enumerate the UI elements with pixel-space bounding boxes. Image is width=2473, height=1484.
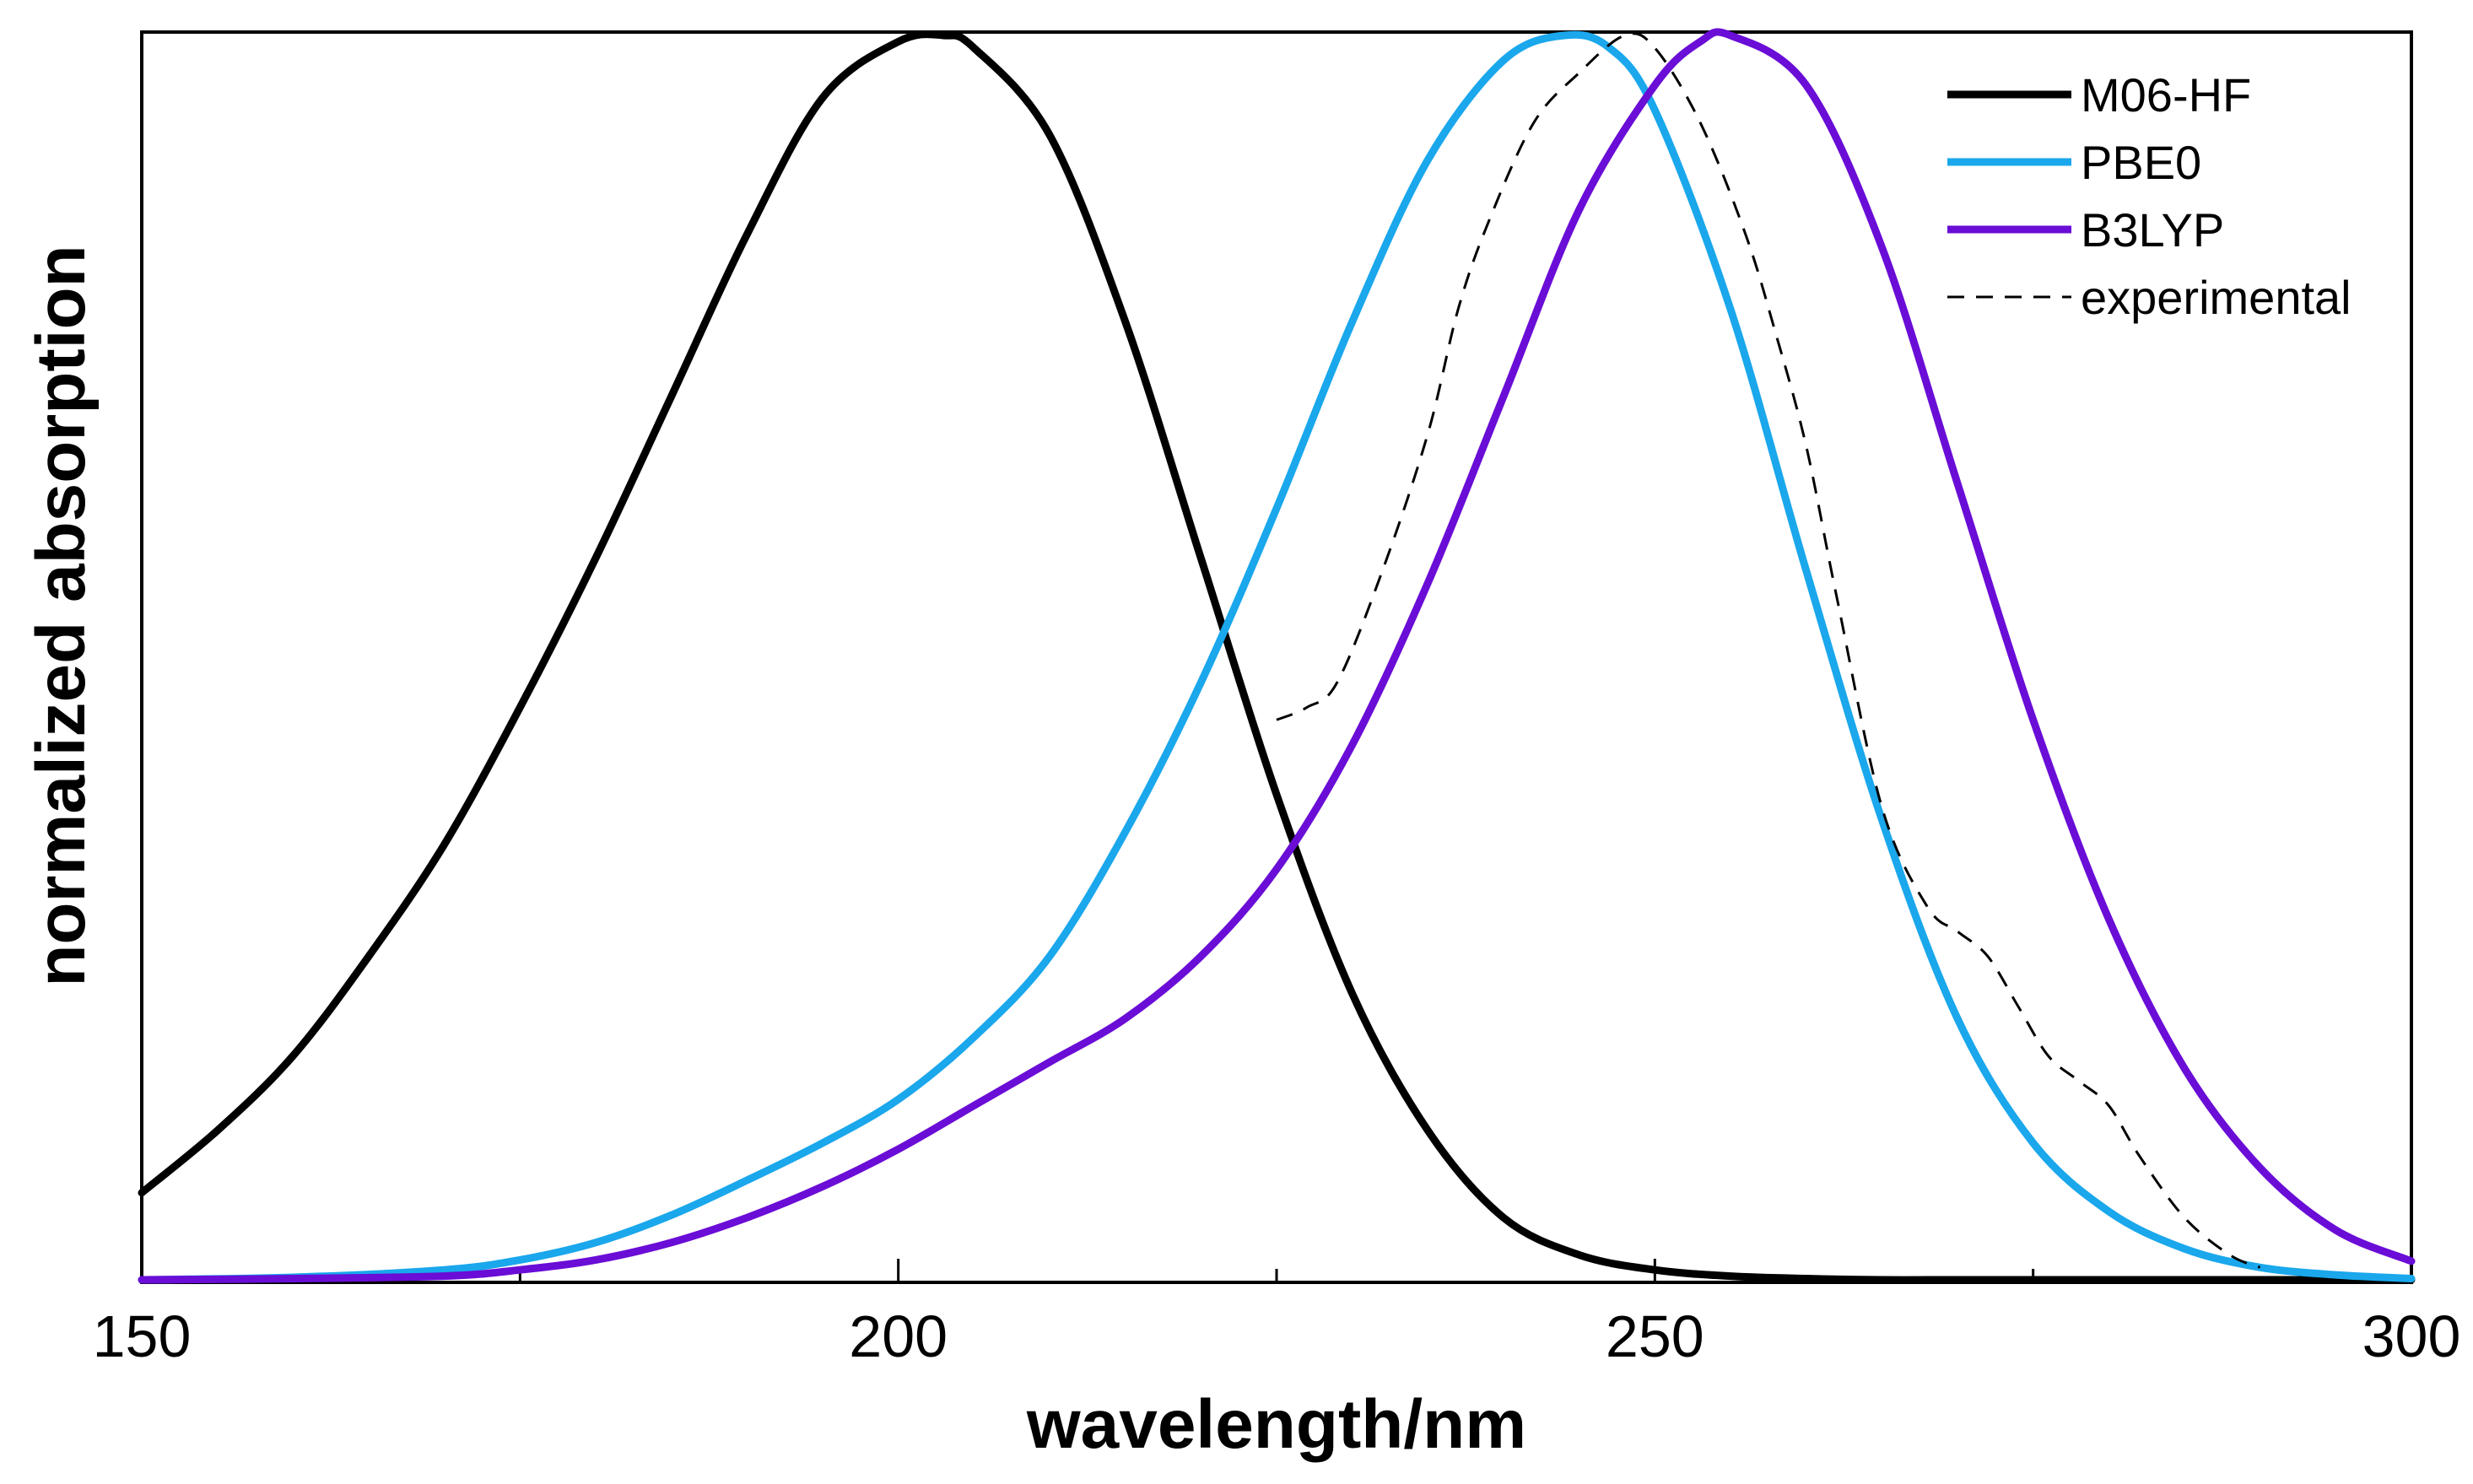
series-line-pbe0 — [138, 30, 2416, 1284]
legend: M06-HF PBE0 B3LYP experimental — [1947, 68, 2352, 324]
legend-label-m06-hf: M06-HF — [2081, 68, 2251, 121]
x-axis-ticks: 150 200 250 300 — [93, 1259, 2461, 1369]
series-group — [138, 28, 2416, 1284]
x-axis-title: wavelength/nm — [1026, 1386, 1526, 1463]
legend-label-experimental: experimental — [2081, 271, 2352, 324]
legend-label-pbe0: PBE0 — [2081, 136, 2201, 189]
plot-frame — [140, 30, 2413, 1284]
legend-label-b3lyp: B3LYP — [2081, 203, 2224, 256]
series-line-m06-hf — [138, 30, 2416, 1284]
x-tick-label: 150 — [93, 1303, 192, 1369]
x-tick-label: 200 — [849, 1303, 948, 1369]
series-line-experimental — [1276, 32, 2261, 1269]
series-line-b3lyp — [138, 28, 2416, 1284]
x-tick-label: 300 — [2362, 1303, 2461, 1369]
x-tick-label: 250 — [1606, 1303, 1704, 1369]
y-axis-title: normalized absorption — [23, 245, 100, 986]
